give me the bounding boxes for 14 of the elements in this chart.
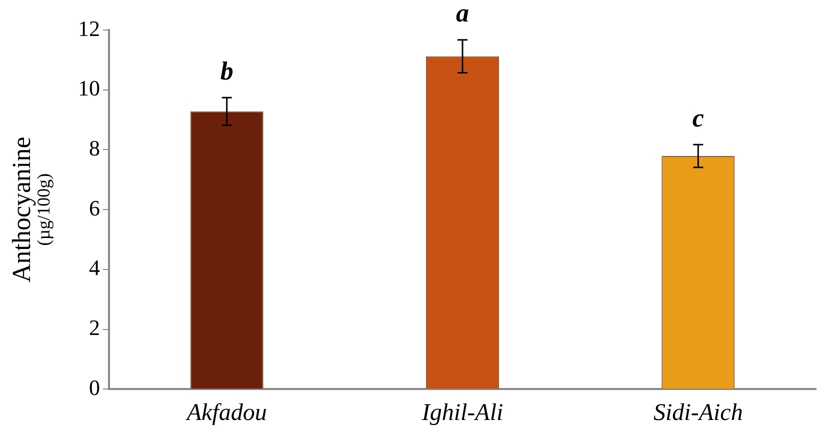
annotation: c xyxy=(692,103,704,132)
annotation: b xyxy=(220,56,234,86)
x-tick-label: Akfadou xyxy=(184,400,267,426)
y-tick-label: 8 xyxy=(89,136,100,161)
annotation: a xyxy=(456,0,469,28)
x-tick-label: Sidi-Aich xyxy=(654,400,743,426)
y-tick-label: 12 xyxy=(78,16,100,41)
y-tick-label: 4 xyxy=(89,255,100,280)
y-tick-label: 6 xyxy=(89,195,100,220)
y-tick-label: 0 xyxy=(89,374,100,400)
x-tick-label: Ighil-Ali xyxy=(420,400,504,426)
y-axis-title: Anthocyanine (µg/100g) xyxy=(7,136,54,283)
y-tick-label: 10 xyxy=(78,76,100,101)
y-tick-label: 2 xyxy=(89,315,100,340)
